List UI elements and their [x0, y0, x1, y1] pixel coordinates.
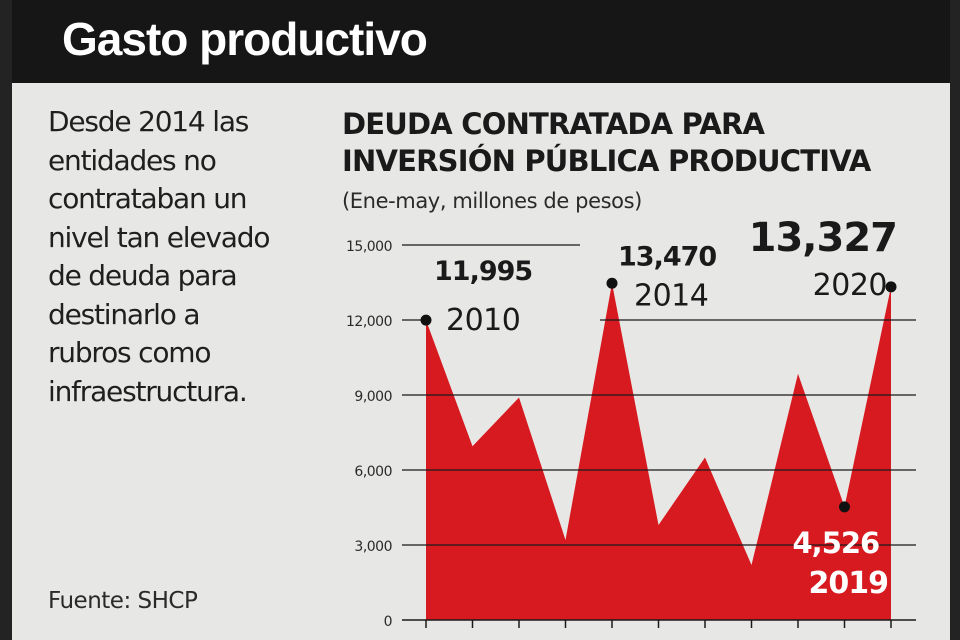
data-point-marker: [606, 277, 618, 289]
description-text: Desde 2014 las entidades no contrataban …: [48, 103, 298, 411]
description-line: nivel tan elevado: [48, 220, 270, 254]
y-tick-label: 3,000: [354, 539, 392, 555]
chart-title: DEUDA CONTRATADA PARA INVERSIÓN PÚBLICA …: [342, 106, 871, 180]
header-bar: Gasto productivo: [12, 0, 950, 83]
y-tick-label: 0: [384, 614, 392, 630]
annotation-value: 13,470: [618, 241, 716, 272]
data-point-marker: [420, 314, 432, 326]
chart-title-line: DEUDA CONTRATADA PARA: [342, 107, 765, 141]
description-line: destinarlo a: [48, 297, 201, 331]
data-point-marker: [839, 501, 850, 513]
description-line: entidades no: [48, 143, 217, 177]
y-tick-label: 6,000: [354, 464, 392, 480]
y-tick-label: 12,000: [346, 314, 392, 330]
annotation-value: 13,327: [749, 215, 897, 261]
source-credit: Fuente: SHCP: [48, 588, 198, 614]
description-line: rubros como: [48, 336, 211, 369]
y-tick-label: 15,000: [346, 239, 392, 255]
annotation-year: 2010: [446, 303, 520, 338]
description-line: infraestructura.: [48, 374, 248, 408]
y-tick-label: 9,000: [354, 389, 392, 405]
annotation-year: 2014: [634, 278, 708, 313]
chart-title-line: INVERSIÓN PÚBLICA PRODUCTIVA: [342, 144, 871, 178]
page-title: Gasto productivo: [62, 13, 428, 65]
area-series: [426, 283, 891, 620]
data-point-marker: [885, 281, 897, 293]
annotation-year: 2020: [813, 268, 887, 303]
annotation-year: 2019: [809, 566, 889, 601]
annotation-value: 11,995: [434, 256, 532, 287]
chart-subtitle: (Ene-may, millones de pesos): [342, 189, 642, 213]
annotation-value: 4,526: [793, 526, 880, 560]
description-line: de deuda para: [48, 259, 238, 292]
description-line: Desde 2014 las: [48, 105, 249, 138]
description-line: contrataban un: [48, 182, 248, 215]
